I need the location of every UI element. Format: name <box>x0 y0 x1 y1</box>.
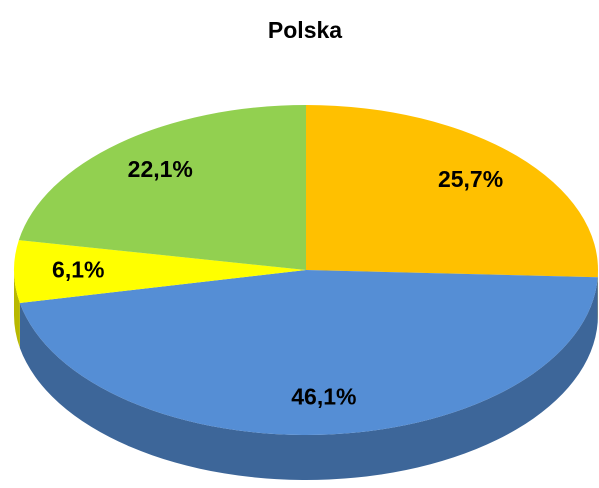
slice-side <box>14 270 20 348</box>
slice-side <box>19 277 598 480</box>
slice <box>13 240 307 303</box>
slice <box>19 270 598 435</box>
data-label: 25,7% <box>438 166 503 192</box>
data-label: 46,1% <box>291 383 356 409</box>
slice <box>306 105 599 278</box>
slice <box>18 105 307 270</box>
data-label: 22,1% <box>128 156 193 182</box>
chart-title: Polska <box>268 17 342 43</box>
data-label: 6,1% <box>52 256 104 282</box>
